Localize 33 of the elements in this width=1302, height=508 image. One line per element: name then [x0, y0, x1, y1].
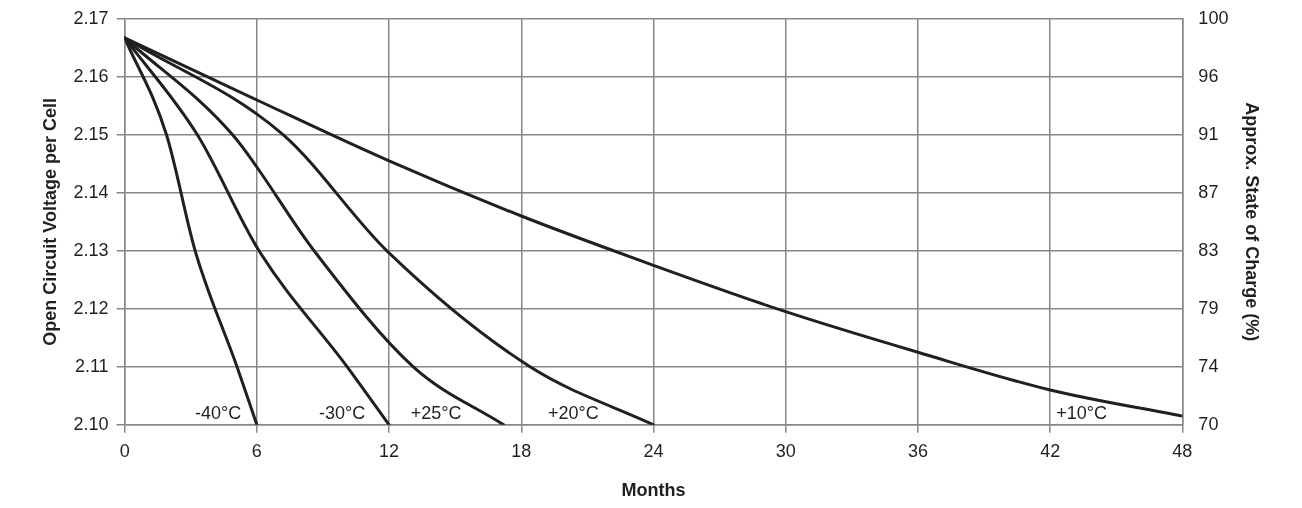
- x-tick-label: 30: [775, 440, 796, 461]
- x-tick-label: 12: [379, 440, 400, 461]
- y-tick-label: 2.15: [73, 123, 109, 144]
- y2-tick-label: 100: [1198, 7, 1229, 28]
- y2-tick-label: 87: [1198, 181, 1219, 202]
- x-tick-label: 42: [1040, 440, 1061, 461]
- y-tick-label: 2.16: [73, 65, 109, 86]
- x-tick-label: 48: [1172, 440, 1193, 461]
- series-label: +20°C: [547, 402, 599, 423]
- y-tick-label: 2.17: [73, 7, 109, 28]
- x-tick-label: 6: [251, 440, 262, 461]
- series-label: -40°C: [195, 402, 242, 423]
- y-tick-label: 2.12: [73, 297, 109, 318]
- x-axis-title: Months: [621, 480, 686, 501]
- y2-tick-label: 83: [1198, 239, 1219, 260]
- x-tick-label: 36: [907, 440, 928, 461]
- y-tick-label: 2.14: [73, 181, 109, 202]
- y-tick-label: 2.13: [73, 239, 109, 260]
- y2-tick-label: 79: [1198, 297, 1219, 318]
- y-tick-label: 2.10: [73, 413, 109, 434]
- y2-tick-label: 70: [1198, 413, 1219, 434]
- y2-axis-title: Approx. State of Charge (%): [1242, 102, 1263, 342]
- y2-tick-label: 96: [1198, 65, 1219, 86]
- y-axis-title: Open Circuit Voltage per Cell: [39, 97, 60, 346]
- y-tick-label: 2.11: [74, 355, 109, 376]
- x-tick-label: 0: [119, 440, 130, 461]
- x-tick-label: 18: [511, 440, 532, 461]
- series-label: -30°C: [318, 402, 366, 423]
- series-label: +25°C: [410, 402, 462, 423]
- y2-tick-label: 91: [1198, 123, 1219, 144]
- series-label: +10°C: [1056, 402, 1107, 423]
- x-tick-label: 24: [643, 440, 664, 461]
- y2-tick-label: 74: [1198, 355, 1219, 376]
